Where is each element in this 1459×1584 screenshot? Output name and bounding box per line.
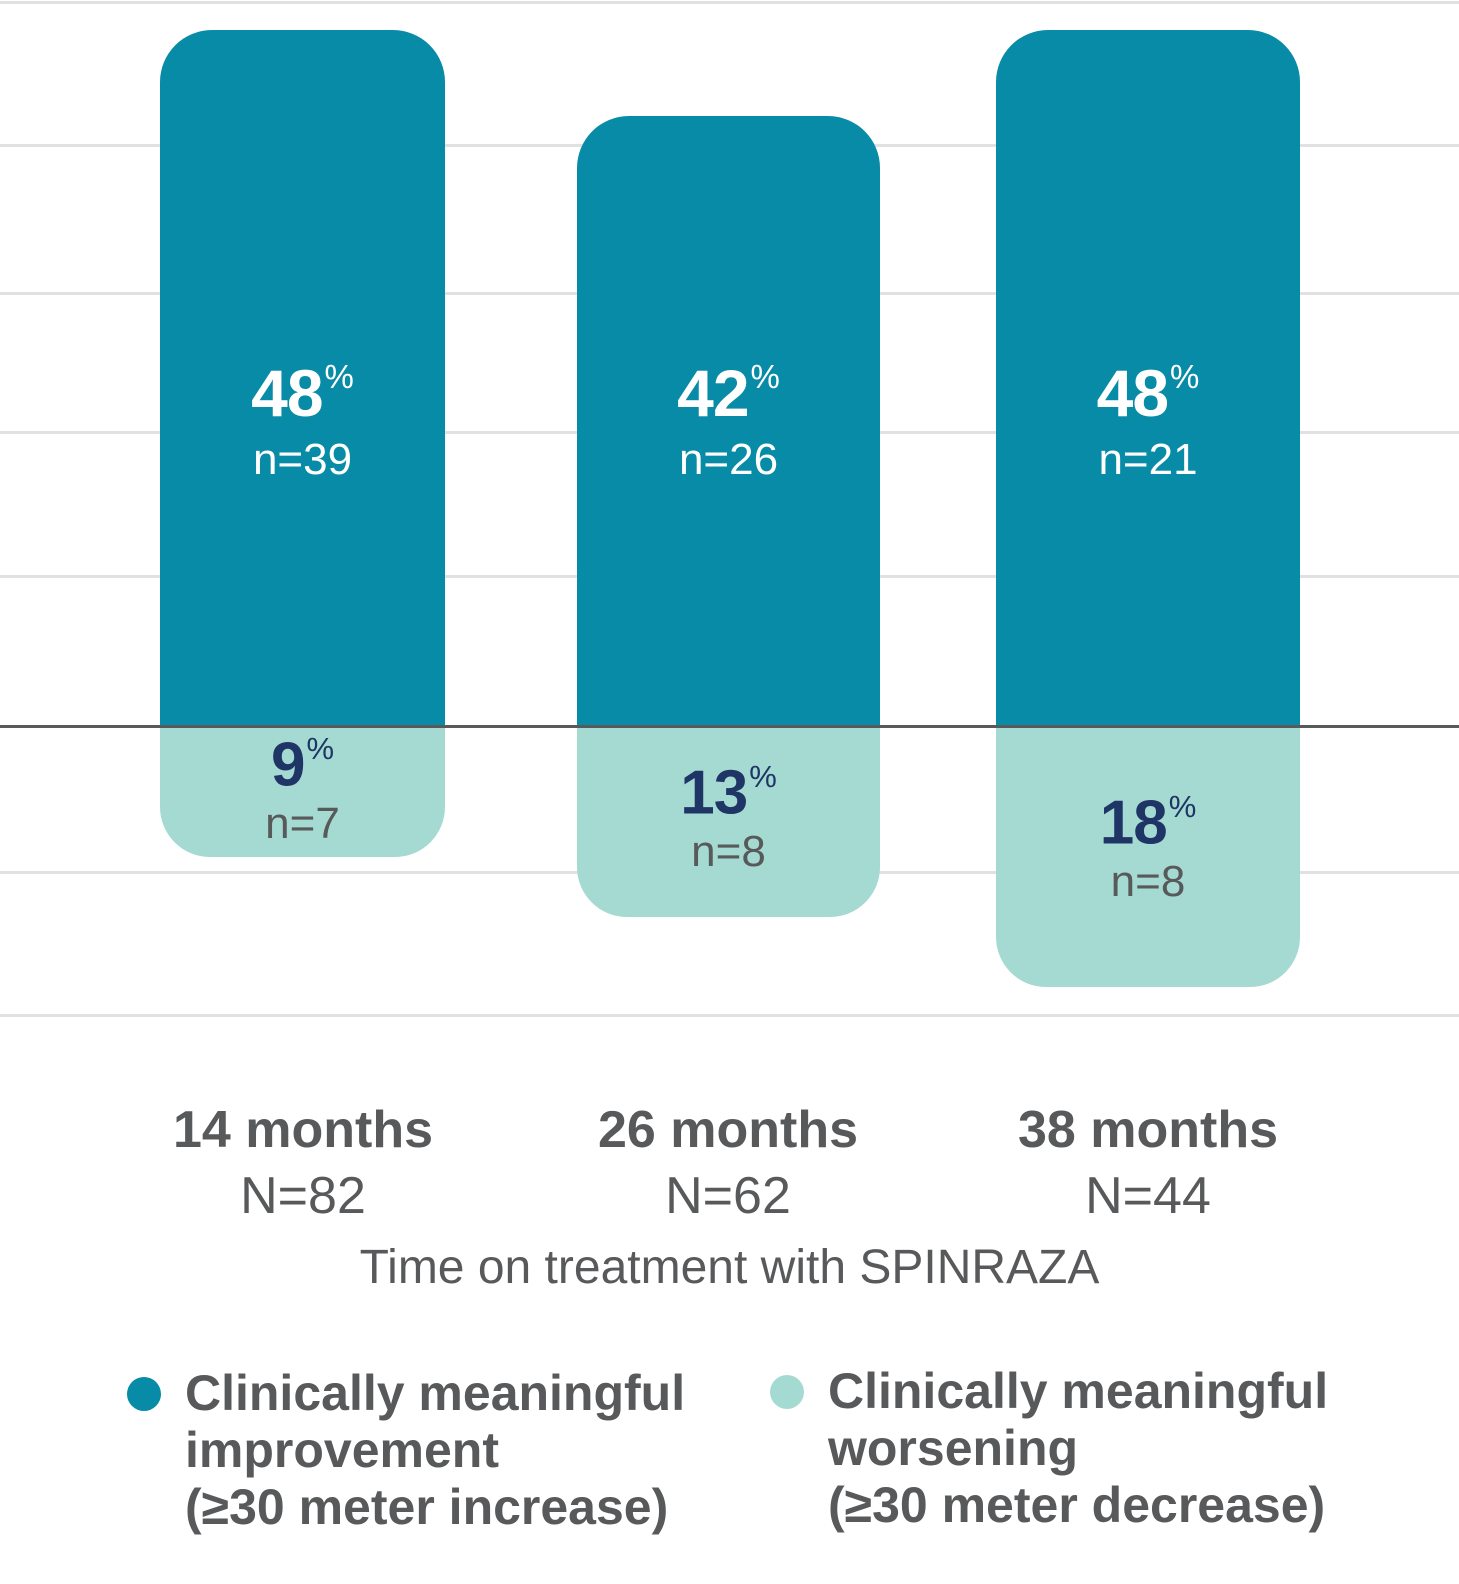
bar-improvement-26-months: 42% n=26 — [577, 116, 880, 727]
legend-label: Clinically meaningful improvement (≥30 m… — [185, 1365, 686, 1535]
bar-n-count: n=7 — [265, 799, 340, 849]
bar-worsening-14-months: 9% n=7 — [160, 727, 445, 857]
category-total: N=44 — [1085, 1167, 1211, 1225]
bar-label-worsening: 13% n=8 — [577, 761, 880, 874]
chart-plot-area: 48% n=39 9% n=7 42% n=26 13% n=8 48% n=2… — [0, 1, 1459, 1017]
bar-label-worsening: 9% n=7 — [160, 733, 445, 846]
bar-n-count: n=8 — [1110, 857, 1186, 907]
bar-percent: 48 — [1096, 356, 1169, 431]
category-label-14-months: 14 months N=82 — [103, 1104, 503, 1222]
bar-percent: 18 — [1099, 788, 1168, 858]
x-axis-title: Time on treatment with SPINRAZA — [359, 1241, 1100, 1294]
bar-label-improvement: 42% n=26 — [577, 360, 880, 482]
bar-n-count: n=26 — [678, 435, 779, 485]
legend-dot-icon — [770, 1375, 804, 1409]
bar-percent: 9 — [270, 730, 305, 800]
gridline — [0, 1, 1459, 4]
bar-percent: 42 — [677, 356, 749, 431]
legend-dot-icon — [127, 1377, 161, 1411]
zero-baseline — [0, 725, 1459, 728]
percent-symbol: % — [1168, 789, 1197, 824]
bar-improvement-38-months: 48% n=21 — [996, 30, 1300, 727]
bar-worsening-38-months: 18% n=8 — [996, 727, 1300, 987]
bar-n-count: n=8 — [691, 827, 766, 877]
bar-n-count: n=39 — [252, 435, 353, 485]
category-label-26-months: 26 months N=62 — [528, 1104, 928, 1222]
legend-item-worsening: Clinically meaningful worsening (≥30 met… — [770, 1363, 1328, 1534]
percent-symbol: % — [750, 358, 780, 395]
percent-symbol: % — [324, 358, 354, 395]
category-total: N=62 — [665, 1167, 791, 1225]
category-name: 38 months — [1017, 1101, 1279, 1159]
bar-worsening-26-months: 13% n=8 — [577, 727, 880, 917]
bar-label-worsening: 18% n=8 — [996, 791, 1300, 904]
category-total: N=82 — [240, 1167, 366, 1225]
bar-label-improvement: 48% n=39 — [160, 360, 445, 482]
legend-item-improvement: Clinically meaningful improvement (≥30 m… — [127, 1365, 685, 1536]
percent-symbol: % — [306, 731, 335, 766]
legend-label: Clinically meaningful worsening (≥30 met… — [828, 1363, 1329, 1533]
bar-n-count: n=21 — [1098, 435, 1198, 485]
bar-improvement-14-months: 48% n=39 — [160, 30, 445, 727]
category-name: 14 months — [172, 1101, 434, 1159]
category-name: 26 months — [597, 1101, 859, 1159]
bar-percent: 48 — [251, 356, 323, 431]
bar-label-improvement: 48% n=21 — [996, 360, 1300, 482]
bar-percent: 13 — [680, 758, 748, 828]
category-label-38-months: 38 months N=44 — [948, 1104, 1348, 1222]
percent-symbol: % — [1170, 358, 1200, 395]
gridline — [0, 1014, 1459, 1017]
percent-symbol: % — [749, 759, 777, 794]
